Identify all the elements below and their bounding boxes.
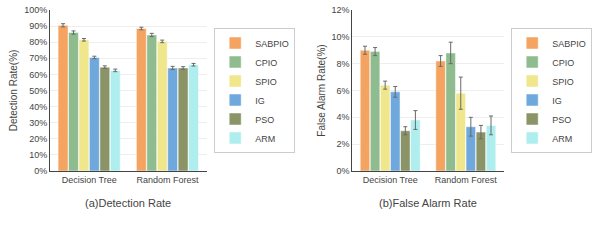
svg-text:CPIO: CPIO xyxy=(552,58,574,68)
svg-text:4%: 4% xyxy=(337,112,350,122)
svg-text:0%: 0% xyxy=(337,166,350,176)
svg-text:PSO: PSO xyxy=(255,115,274,125)
svg-text:PSO: PSO xyxy=(552,115,571,125)
svg-text:20%: 20% xyxy=(29,134,47,144)
svg-text:Random Forest: Random Forest xyxy=(136,175,199,185)
svg-text:50%: 50% xyxy=(29,86,47,96)
svg-text:30%: 30% xyxy=(29,118,47,128)
svg-text:90%: 90% xyxy=(29,21,47,31)
svg-text:ARM: ARM xyxy=(255,134,275,144)
svg-text:8%: 8% xyxy=(337,59,350,69)
svg-text:70%: 70% xyxy=(29,53,47,63)
svg-text:IG: IG xyxy=(552,96,562,106)
svg-text:12%: 12% xyxy=(332,5,350,15)
svg-text:0%: 0% xyxy=(34,166,47,176)
svg-text:60%: 60% xyxy=(29,70,47,80)
svg-text:6%: 6% xyxy=(337,86,350,96)
svg-text:80%: 80% xyxy=(29,37,47,47)
svg-text:SABPIO: SABPIO xyxy=(552,39,586,49)
svg-text:40%: 40% xyxy=(29,102,47,112)
svg-text:Decision Tree: Decision Tree xyxy=(62,175,117,185)
svg-text:SABPIO: SABPIO xyxy=(255,39,289,49)
svg-text:(b)False Alarm Rate: (b)False Alarm Rate xyxy=(379,197,477,209)
svg-text:CPIO: CPIO xyxy=(255,58,277,68)
svg-text:10%: 10% xyxy=(29,150,47,160)
svg-text:Random Forest: Random Forest xyxy=(435,175,498,185)
svg-text:IG: IG xyxy=(255,96,265,106)
svg-text:False Alarm Rate(%): False Alarm Rate(%) xyxy=(316,44,327,136)
svg-text:SPIO: SPIO xyxy=(552,77,574,87)
svg-text:Detection Rate(%): Detection Rate(%) xyxy=(8,50,19,132)
svg-text:(a)Detection Rate: (a)Detection Rate xyxy=(85,197,171,209)
svg-text:2%: 2% xyxy=(337,139,350,149)
svg-text:100%: 100% xyxy=(24,5,47,15)
svg-text:SPIO: SPIO xyxy=(255,77,277,87)
svg-text:Decision Tree: Decision Tree xyxy=(363,175,418,185)
svg-text:ARM: ARM xyxy=(552,134,572,144)
svg-text:10%: 10% xyxy=(332,32,350,42)
